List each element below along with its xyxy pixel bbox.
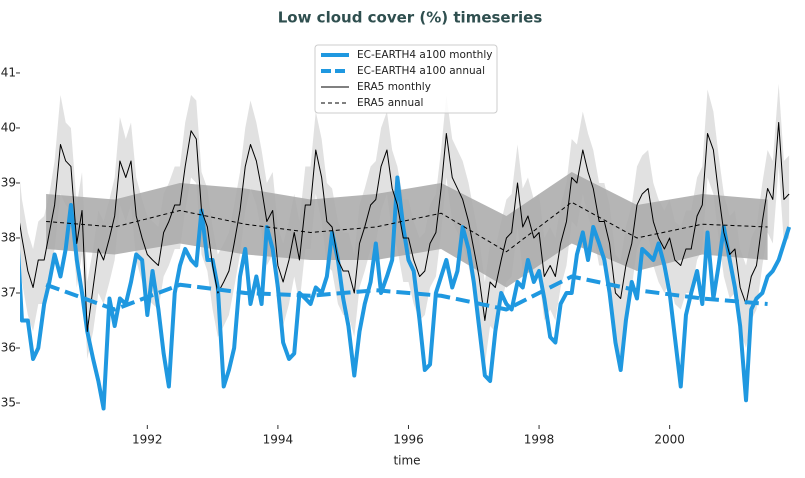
x-tick-label: 1998 [524,433,555,447]
legend-label: ERA5 annual [357,97,423,109]
lines [20,121,792,411]
y-tick-label: 41 [1,65,16,79]
legend-box [314,44,498,114]
y-tick-label: 35 [1,395,16,409]
series-line [20,121,790,332]
legend-label: ERA5 monthly [357,81,431,93]
x-tick-label: 1994 [263,433,294,447]
x-axis-label: time [393,454,420,468]
chart-title: Low cloud cover (%) timeseries [278,9,543,27]
y-tick-label: 36 [1,340,16,354]
y-tick-label: 37 [1,285,16,299]
legend: EC-EARTH4 a100 monthly EC-EARTH4 a100 ann… [314,44,498,114]
series-line [46,201,768,253]
y-tick-label: 38 [1,230,16,244]
spread-band [46,171,768,288]
legend-label: EC-EARTH4 a100 annual [357,65,485,77]
y-tick-label: 39 [1,175,16,189]
x-tick-label: 1992 [132,433,163,447]
y-tick-label: 40 [1,120,16,134]
legend-label: EC-EARTH4 a100 monthly [357,49,492,61]
series-line [45,274,768,312]
x-tick-label: 2000 [654,433,685,447]
x-tick-label: 1996 [393,433,424,447]
axes: 35 36 37 38 39 40 41 1992 1994 1996 1998 2000 [1,65,685,446]
